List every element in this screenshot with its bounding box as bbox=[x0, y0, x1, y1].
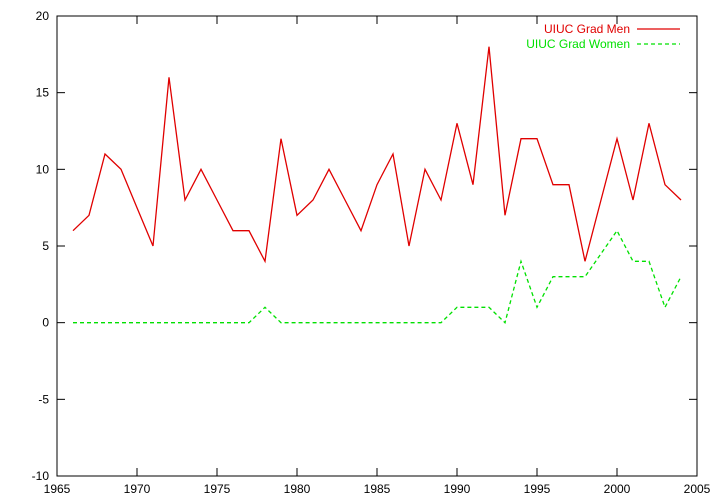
y-tick-label: 10 bbox=[36, 162, 50, 176]
y-tick-label: -5 bbox=[38, 392, 49, 406]
legend-label-women: UIUC Grad Women bbox=[526, 37, 630, 51]
series-line-men bbox=[72, 46, 682, 264]
x-tick-label: 1985 bbox=[364, 482, 391, 496]
plot-series bbox=[72, 46, 682, 324]
y-tick-label: -10 bbox=[32, 469, 50, 483]
x-tick-label: 1975 bbox=[204, 482, 231, 496]
legend-label-men: UIUC Grad Men bbox=[544, 22, 630, 36]
x-tick-label: 1995 bbox=[524, 482, 551, 496]
series-line-women bbox=[73, 229, 682, 324]
x-tick-label: 1990 bbox=[444, 482, 471, 496]
x-tick-label: 2000 bbox=[604, 482, 631, 496]
y-tick-label: 20 bbox=[36, 9, 50, 23]
y-tick-label: 0 bbox=[42, 316, 49, 330]
y-tick-label: 15 bbox=[36, 86, 50, 100]
x-tick-label: 1965 bbox=[44, 482, 71, 496]
x-tick-label: 2005 bbox=[684, 482, 711, 496]
x-tick-label: 1970 bbox=[124, 482, 151, 496]
x-tick-label: 1980 bbox=[284, 482, 311, 496]
plot-axes: -10 -5 0 5 10 15 20 1965 1970 1975 1980 1985 1990 199… bbox=[32, 9, 711, 496]
y-tick-label: 5 bbox=[42, 239, 49, 253]
